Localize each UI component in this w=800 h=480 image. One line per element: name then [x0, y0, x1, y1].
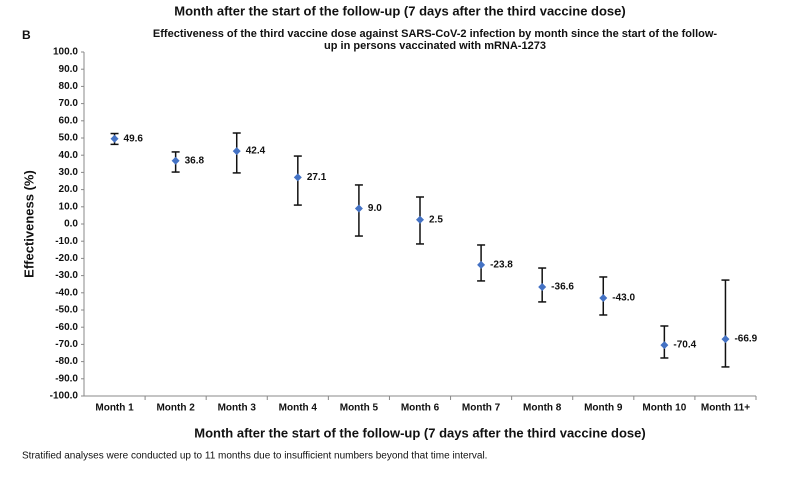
x-tick-label: Month 11+	[701, 403, 750, 414]
x-tick-label: Month 7	[462, 403, 501, 414]
point	[293, 173, 302, 182]
x-tick-label: Month 1	[95, 403, 134, 414]
y-tick-label: -100.0	[50, 391, 79, 402]
y-tick-label: 60.0	[59, 115, 79, 126]
y-tick-label: 30.0	[59, 167, 79, 178]
value-label: -36.6	[551, 282, 574, 293]
point	[354, 204, 363, 213]
y-tick-label: 70.0	[59, 98, 79, 109]
x-tick-label: Month 2	[156, 403, 195, 414]
y-tick-label: -30.0	[55, 270, 78, 281]
value-label: 36.8	[185, 155, 205, 166]
point	[110, 134, 119, 143]
value-label: -66.9	[734, 334, 757, 345]
x-tick-label: Month 8	[523, 403, 562, 414]
y-tick-label: -90.0	[55, 373, 78, 384]
point	[232, 147, 241, 156]
x-axis-label: Month after the start of the follow-up (…	[194, 425, 645, 440]
x-tick-label: Month 4	[279, 403, 318, 414]
y-tick-label: -40.0	[55, 287, 78, 298]
footnote: Stratified analyses were conducted up to…	[22, 451, 487, 462]
value-label: -23.8	[490, 260, 513, 271]
chart-title: up in persons vaccinated with mRNA-1273	[324, 40, 546, 52]
y-tick-label: 80.0	[59, 81, 79, 92]
value-label: -70.4	[673, 340, 696, 351]
y-tick-label: -70.0	[55, 339, 78, 350]
point	[660, 341, 669, 350]
x-tick-label: Month 9	[584, 403, 623, 414]
point	[416, 215, 424, 224]
y-tick-label: 50.0	[59, 133, 79, 144]
value-label: 9.0	[368, 203, 382, 214]
y-tick-label: -50.0	[55, 305, 78, 316]
x-tick-label: Month 5	[340, 403, 379, 414]
point	[538, 282, 547, 291]
y-tick-label: 0.0	[64, 219, 78, 230]
y-tick-label: 10.0	[59, 201, 79, 212]
y-tick-label: -60.0	[55, 322, 78, 333]
panel-label: B	[22, 28, 31, 42]
x-tick-label: Month 10	[642, 403, 686, 414]
y-tick-label: -80.0	[55, 356, 78, 367]
value-label: 2.5	[429, 214, 443, 225]
point	[599, 293, 608, 302]
chart-title: Effectiveness of the third vaccine dose …	[153, 28, 717, 40]
y-tick-label: -20.0	[55, 253, 78, 264]
value-label: 49.6	[124, 133, 144, 144]
y-tick-label: 100.0	[53, 47, 78, 58]
y-tick-label: 90.0	[59, 64, 79, 75]
point	[477, 260, 486, 269]
value-label: -43.0	[612, 293, 635, 304]
y-axis-label: Effectiveness (%)	[21, 170, 36, 278]
y-tick-label: 20.0	[59, 184, 79, 195]
y-tick-label: 40.0	[59, 150, 79, 161]
x-tick-label: Month 3	[218, 403, 257, 414]
point	[171, 156, 180, 165]
y-tick-label: -10.0	[55, 236, 78, 247]
value-label: 27.1	[307, 172, 327, 183]
point	[721, 335, 730, 344]
x-tick-label: Month 6	[401, 403, 440, 414]
value-label: 42.4	[246, 146, 266, 157]
header: Month after the start of the follow-up (…	[174, 3, 625, 18]
